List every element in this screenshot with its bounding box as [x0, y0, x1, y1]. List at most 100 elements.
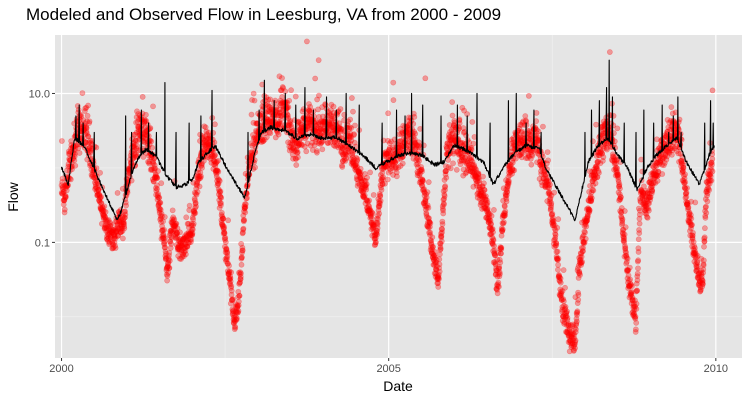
observed-point — [105, 217, 112, 223]
observed-point — [503, 198, 510, 205]
observed-point — [374, 225, 381, 231]
observed-point — [114, 224, 121, 231]
observed-point — [554, 248, 561, 255]
observed-point — [100, 208, 107, 214]
observed-point — [122, 211, 129, 218]
observed-point — [171, 226, 177, 233]
observed-point — [96, 192, 103, 199]
observed-point — [108, 221, 115, 228]
observed-point — [251, 97, 258, 104]
observed-point — [367, 169, 374, 176]
observed-point — [199, 164, 205, 171]
observed-point — [99, 207, 106, 214]
observed-point — [294, 154, 301, 161]
observed-point — [212, 152, 219, 158]
observed-point — [149, 144, 156, 151]
observed-point — [110, 226, 117, 233]
observed-point — [393, 173, 400, 180]
observed-point — [419, 177, 426, 184]
observed-point — [60, 197, 67, 204]
observed-point — [564, 315, 571, 321]
observed-point — [102, 214, 109, 221]
observed-point — [235, 308, 242, 314]
observed-point — [424, 189, 431, 196]
x-tick-label: 2010 — [704, 363, 728, 375]
observed-point — [113, 228, 120, 235]
observed-point — [180, 253, 187, 260]
observed-point — [575, 291, 582, 298]
observed-point — [189, 226, 196, 233]
observed-point — [181, 248, 188, 255]
observed-point — [634, 270, 641, 277]
observed-point — [97, 205, 104, 212]
observed-point — [497, 270, 503, 277]
observed-point — [179, 243, 185, 250]
observed-point — [436, 261, 443, 268]
observed-point — [181, 233, 188, 240]
observed-point — [188, 222, 195, 229]
observed-point — [101, 224, 108, 230]
observed-point — [218, 194, 225, 201]
observed-point — [190, 216, 197, 223]
observed-point — [168, 233, 174, 240]
observed-point — [469, 119, 476, 125]
grid-lines — [55, 35, 742, 358]
observed-point — [109, 240, 116, 247]
observed-point — [700, 281, 706, 288]
observed-point — [102, 222, 109, 228]
observed-point — [204, 135, 211, 142]
observed-point — [579, 259, 586, 265]
observed-point — [96, 198, 103, 205]
observed-point — [134, 123, 141, 130]
observed-point — [425, 179, 432, 186]
observed-point — [564, 308, 570, 315]
observed-point — [111, 239, 118, 246]
observed-point — [555, 255, 562, 262]
observed-point — [150, 178, 157, 185]
observed-point — [183, 237, 190, 243]
observed-point — [548, 200, 555, 207]
observed-point — [236, 292, 243, 299]
observed-point — [162, 256, 169, 263]
observed-point — [110, 241, 116, 248]
observed-point — [555, 216, 562, 223]
observed-point — [156, 194, 163, 201]
observed-point — [163, 271, 170, 278]
observed-point — [204, 140, 211, 147]
observed-point — [495, 283, 502, 290]
observed-point — [431, 248, 438, 255]
observed-point — [146, 160, 153, 167]
observed-point — [109, 227, 116, 234]
observed-point — [121, 223, 128, 230]
observed-point — [212, 121, 218, 128]
observed-point — [99, 204, 106, 211]
observed-point — [171, 216, 178, 223]
observed-point — [442, 183, 449, 190]
observed-point — [430, 243, 436, 250]
observed-point — [86, 139, 92, 146]
observed-point — [170, 228, 176, 235]
observed-point — [159, 233, 166, 239]
observed-point — [680, 164, 687, 171]
observed-point — [377, 192, 384, 199]
observed-point — [183, 234, 189, 241]
observed-point — [202, 137, 208, 144]
observed-point — [170, 214, 177, 221]
observed-point — [142, 129, 149, 136]
observed-point — [172, 221, 178, 228]
observed-point — [62, 182, 68, 189]
observed-point — [164, 263, 171, 269]
observed-point — [174, 244, 181, 251]
observed-point — [217, 188, 224, 195]
plot-panel — [55, 35, 742, 358]
observed-point — [190, 222, 196, 229]
observed-point — [202, 144, 209, 150]
observed-point — [120, 219, 127, 226]
observed-point — [191, 195, 198, 202]
observed-point — [242, 201, 249, 208]
observed-point — [121, 214, 128, 221]
observed-point — [184, 232, 190, 239]
observed-point — [155, 194, 162, 201]
observed-point — [115, 232, 121, 239]
observed-point — [436, 276, 442, 282]
